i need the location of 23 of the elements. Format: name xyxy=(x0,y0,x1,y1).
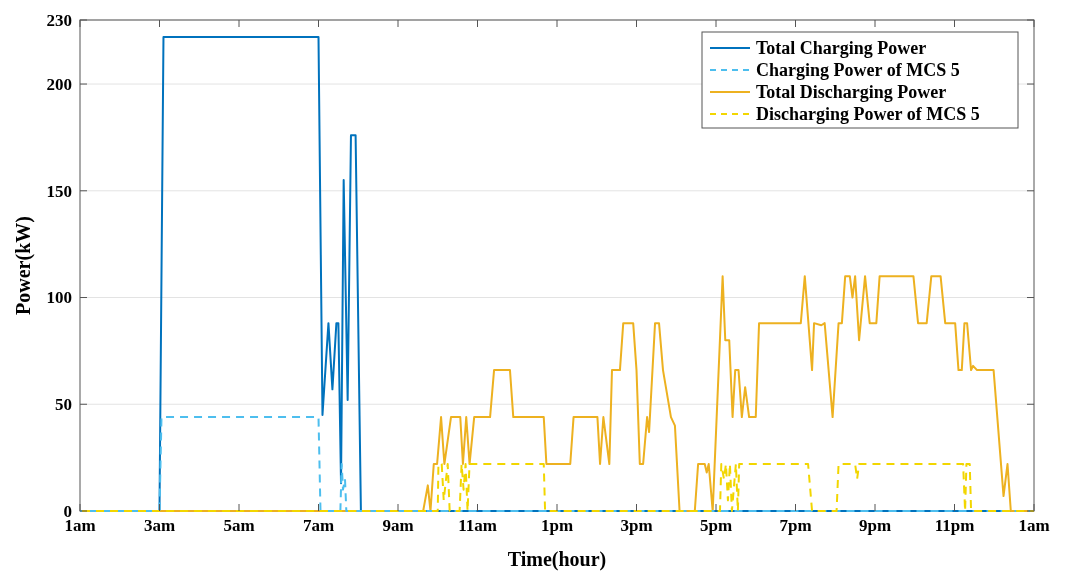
y-tick-label: 100 xyxy=(46,288,72,308)
x-tick-label: 7am xyxy=(302,516,335,535)
x-tick-label: 11am xyxy=(458,516,497,535)
x-tick-label: 5am xyxy=(223,516,255,535)
x-tick-label: 9am xyxy=(382,516,414,535)
x-tick-label: 9pm xyxy=(858,516,892,535)
y-tick-label: 200 xyxy=(46,74,72,94)
legend-label: Total Discharging Power xyxy=(756,82,947,103)
legend-label: Discharging Power of MCS 5 xyxy=(756,104,980,125)
x-tick-label: 3am xyxy=(143,516,176,535)
y-tick-label: 230 xyxy=(46,10,72,30)
x-axis-title: Time(hour) xyxy=(507,548,607,571)
legend-label: Total Charging Power xyxy=(756,38,927,59)
x-tick-label: 3pm xyxy=(620,516,653,535)
x-tick-label: 7pm xyxy=(779,516,812,535)
x-tick-label: 11pm xyxy=(934,516,975,535)
legend-label: Charging Power of MCS 5 xyxy=(756,60,960,81)
y-axis-title: Power(kW) xyxy=(12,216,35,315)
y-tick-label: 150 xyxy=(46,181,72,201)
x-tick-label: 1am xyxy=(1018,516,1050,535)
x-tick-label: 1pm xyxy=(540,516,574,535)
x-tick-label: 5pm xyxy=(699,516,733,535)
y-tick-label: 50 xyxy=(55,395,72,415)
